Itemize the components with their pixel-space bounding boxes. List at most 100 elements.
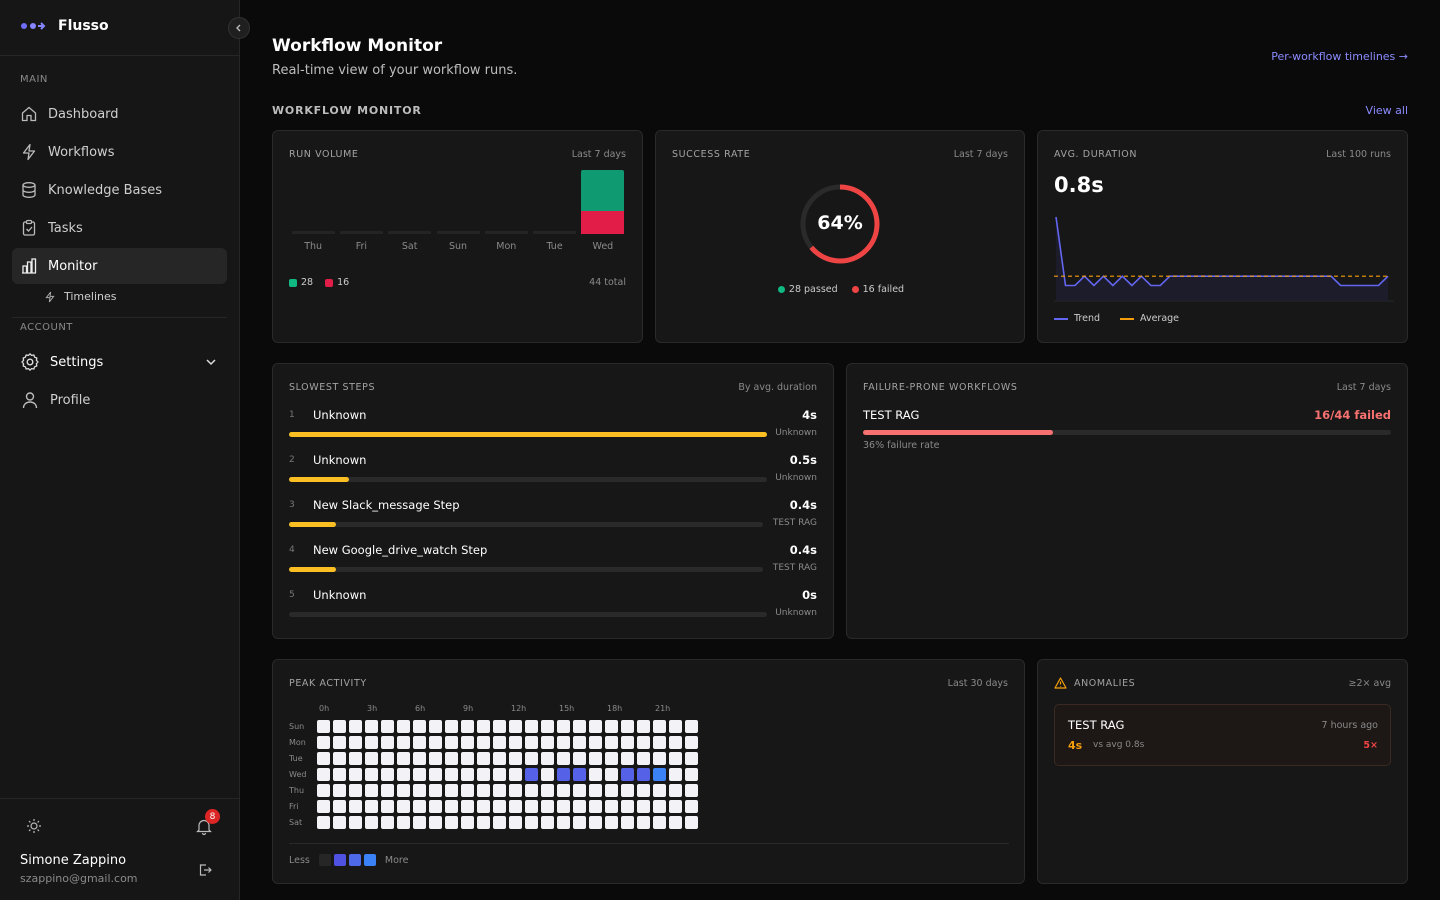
heatmap-cell[interactable]: [413, 752, 426, 765]
heatmap-cell[interactable]: [381, 800, 394, 813]
heatmap-cell[interactable]: [381, 784, 394, 797]
heatmap-cell[interactable]: [653, 784, 666, 797]
heatmap-cell[interactable]: [413, 816, 426, 829]
heatmap-cell[interactable]: [669, 736, 682, 749]
heatmap-cell[interactable]: [525, 784, 538, 797]
heatmap-cell[interactable]: [669, 816, 682, 829]
heatmap-cell[interactable]: [573, 720, 586, 733]
heatmap-cell[interactable]: [397, 800, 410, 813]
sidebar-item-monitor[interactable]: Monitor: [12, 248, 227, 284]
heatmap-cell[interactable]: [685, 752, 698, 765]
heatmap-cell[interactable]: [493, 752, 506, 765]
heatmap-cell[interactable]: [525, 800, 538, 813]
heatmap-cell[interactable]: [541, 736, 554, 749]
workflow-name[interactable]: TEST RAG: [863, 408, 920, 422]
heatmap-cell[interactable]: [589, 816, 602, 829]
heatmap-cell[interactable]: [653, 800, 666, 813]
heatmap-cell[interactable]: [525, 720, 538, 733]
heatmap-cell[interactable]: [541, 800, 554, 813]
heatmap-cell[interactable]: [317, 768, 330, 781]
heatmap-cell[interactable]: [349, 736, 362, 749]
heatmap-cell[interactable]: [381, 816, 394, 829]
heatmap-cell[interactable]: [525, 768, 538, 781]
heatmap-cell[interactable]: [365, 736, 378, 749]
heatmap-cell[interactable]: [397, 736, 410, 749]
sidebar-item-settings[interactable]: Settings: [12, 344, 227, 380]
heatmap-cell[interactable]: [493, 768, 506, 781]
bar-segment-passed[interactable]: [581, 170, 625, 211]
heatmap-cell[interactable]: [509, 768, 522, 781]
heatmap-cell[interactable]: [605, 784, 618, 797]
heatmap-cell[interactable]: [397, 752, 410, 765]
heatmap-cell[interactable]: [477, 768, 490, 781]
heatmap-cell[interactable]: [589, 768, 602, 781]
sidebar-item-knowledge-bases[interactable]: Knowledge Bases: [12, 172, 227, 208]
heatmap-cell[interactable]: [381, 752, 394, 765]
heatmap-cell[interactable]: [381, 720, 394, 733]
heatmap-cell[interactable]: [637, 784, 650, 797]
heatmap-cell[interactable]: [413, 768, 426, 781]
heatmap-cell[interactable]: [317, 816, 330, 829]
heatmap-cell[interactable]: [509, 800, 522, 813]
heatmap-cell[interactable]: [573, 816, 586, 829]
heatmap-cell[interactable]: [445, 784, 458, 797]
heatmap-cell[interactable]: [637, 800, 650, 813]
heatmap-cell[interactable]: [461, 752, 474, 765]
heatmap-cell[interactable]: [685, 784, 698, 797]
heatmap-cell[interactable]: [621, 736, 634, 749]
heatmap-cell[interactable]: [637, 768, 650, 781]
heatmap-cell[interactable]: [333, 816, 346, 829]
heatmap-cell[interactable]: [653, 720, 666, 733]
heatmap-cell[interactable]: [333, 720, 346, 733]
heatmap-cell[interactable]: [429, 800, 442, 813]
notifications-button[interactable]: 8: [196, 809, 220, 836]
heatmap-cell[interactable]: [333, 752, 346, 765]
sidebar-item-profile[interactable]: Profile: [12, 382, 227, 418]
heatmap-cell[interactable]: [365, 784, 378, 797]
heatmap-cell[interactable]: [493, 816, 506, 829]
heatmap-cell[interactable]: [557, 768, 570, 781]
heatmap-cell[interactable]: [317, 784, 330, 797]
heatmap-cell[interactable]: [429, 752, 442, 765]
heatmap-cell[interactable]: [413, 800, 426, 813]
heatmap-cell[interactable]: [365, 800, 378, 813]
heatmap-cell[interactable]: [413, 736, 426, 749]
heatmap-cell[interactable]: [429, 736, 442, 749]
heatmap-cell[interactable]: [461, 784, 474, 797]
view-all-link[interactable]: View all: [1365, 104, 1408, 117]
sidebar-item-workflows[interactable]: Workflows: [12, 134, 227, 170]
heatmap-cell[interactable]: [317, 736, 330, 749]
heatmap-cell[interactable]: [653, 736, 666, 749]
heatmap-cell[interactable]: [413, 720, 426, 733]
heatmap-cell[interactable]: [685, 720, 698, 733]
heatmap-cell[interactable]: [573, 768, 586, 781]
heatmap-cell[interactable]: [429, 720, 442, 733]
heatmap-cell[interactable]: [317, 800, 330, 813]
heatmap-cell[interactable]: [477, 784, 490, 797]
heatmap-cell[interactable]: [509, 736, 522, 749]
heatmap-cell[interactable]: [589, 736, 602, 749]
heatmap-cell[interactable]: [621, 752, 634, 765]
heatmap-cell[interactable]: [365, 768, 378, 781]
heatmap-cell[interactable]: [637, 816, 650, 829]
heatmap-cell[interactable]: [557, 752, 570, 765]
heatmap-cell[interactable]: [685, 816, 698, 829]
heatmap-cell[interactable]: [589, 720, 602, 733]
heatmap-cell[interactable]: [557, 736, 570, 749]
heatmap-cell[interactable]: [477, 736, 490, 749]
sidebar-item-tasks[interactable]: Tasks: [12, 210, 227, 246]
logout-button[interactable]: [197, 862, 213, 882]
heatmap-cell[interactable]: [605, 768, 618, 781]
heatmap-cell[interactable]: [493, 720, 506, 733]
heatmap-cell[interactable]: [525, 816, 538, 829]
heatmap-cell[interactable]: [541, 784, 554, 797]
heatmap-cell[interactable]: [557, 720, 570, 733]
heatmap-cell[interactable]: [541, 720, 554, 733]
heatmap-cell[interactable]: [573, 752, 586, 765]
heatmap-cell[interactable]: [413, 784, 426, 797]
heatmap-cell[interactable]: [397, 784, 410, 797]
heatmap-cell[interactable]: [365, 752, 378, 765]
heatmap-cell[interactable]: [365, 720, 378, 733]
heatmap-cell[interactable]: [669, 752, 682, 765]
heatmap-cell[interactable]: [669, 768, 682, 781]
